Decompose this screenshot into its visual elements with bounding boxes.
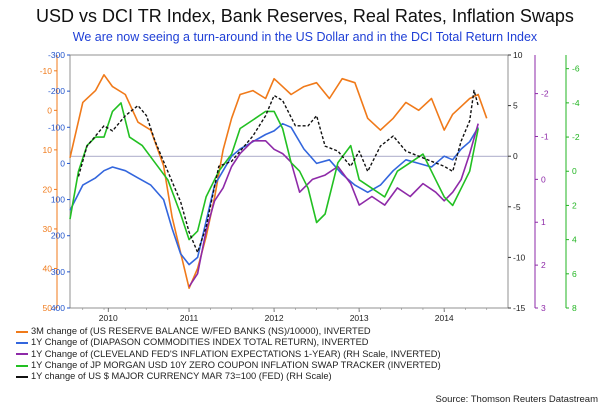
black-axis-label: -15	[513, 303, 526, 313]
legend: 3M change of (US RESERVE BALANCE W/FED B…	[16, 326, 476, 382]
orange-axis-label: -10	[40, 66, 53, 76]
series-purple-inflation-exp	[188, 123, 479, 288]
legend-swatch	[16, 364, 28, 367]
x-tick-label: 2014	[435, 313, 454, 323]
legend-swatch	[16, 375, 28, 378]
green-axis-label: 6	[572, 269, 577, 279]
green-axis-label: 4	[572, 235, 577, 245]
orange-axis-label: 10	[43, 145, 53, 155]
orange-axis-label: 40	[43, 263, 53, 273]
blue-axis-label: -100	[48, 122, 65, 132]
blue-axis-label: 200	[51, 231, 65, 241]
purple-axis-label: -1	[541, 131, 549, 141]
legend-swatch	[16, 341, 28, 344]
purple-axis-label: 2	[541, 260, 546, 270]
x-tick-label: 2010	[99, 313, 118, 323]
legend-label: 1Y change of US $ MAJOR CURRENCY MAR 73=…	[31, 371, 332, 382]
chart-subtitle: We are now seeing a turn-around in the U…	[72, 30, 538, 44]
green-axis-label: 2	[572, 200, 577, 210]
legend-swatch	[16, 330, 28, 333]
orange-axis-label: 0	[47, 105, 52, 115]
legend-item: 1Y Change of (CLEVELAND FED'S INFLATION …	[16, 349, 476, 360]
orange-axis-label: 30	[43, 224, 53, 234]
purple-axis-label: 3	[541, 303, 546, 313]
green-axis-label: -4	[572, 98, 580, 108]
blue-axis-label: -300	[48, 50, 65, 60]
green-axis-label: 8	[572, 303, 577, 313]
black-axis-label: -10	[513, 252, 526, 262]
purple-axis-label: -2	[541, 89, 549, 99]
green-axis-label: -6	[572, 64, 580, 74]
legend-label: 1Y Change of JP MORGAN USD 10Y ZERO COUP…	[31, 359, 441, 370]
blue-axis-label: 300	[51, 267, 65, 277]
legend-swatch	[16, 353, 28, 356]
purple-axis-label: 0	[541, 174, 546, 184]
blue-axis-label: 400	[51, 303, 65, 313]
plot-frame	[69, 54, 509, 309]
legend-item: 1Y change of US $ MAJOR CURRENCY MAR 73=…	[16, 371, 476, 382]
series-black-usd	[77, 89, 479, 253]
black-axis-label: 0	[513, 151, 518, 161]
legend-label: 3M change of (US RESERVE BALANCE W/FED B…	[31, 326, 371, 336]
series-green-inflation-swap	[69, 102, 479, 241]
orange-axis-label: 50	[43, 303, 53, 313]
x-tick-label: 2013	[350, 313, 369, 323]
purple-axis-label: 1	[541, 217, 546, 227]
series-blue-dci	[69, 122, 479, 266]
blue-axis-label: 0	[60, 158, 65, 168]
source-note: Source: Thomson Reuters Datastream	[435, 394, 598, 405]
black-axis-label: -5	[513, 202, 521, 212]
legend-item: 1Y Change of JP MORGAN USD 10Y ZERO COUP…	[16, 360, 476, 371]
x-tick-label: 2012	[265, 313, 284, 323]
legend-label: 1Y Change of (DIAPASON COMMODITIES INDEX…	[31, 337, 369, 348]
green-axis-label: 0	[572, 166, 577, 176]
blue-axis-label: 100	[51, 195, 65, 205]
legend-item: 3M change of (US RESERVE BALANCE W/FED B…	[16, 326, 476, 337]
blue-axis-label: -200	[48, 86, 65, 96]
black-axis-label: 5	[513, 101, 518, 111]
black-axis-label: 10	[513, 50, 523, 60]
series-orange-reserves	[69, 74, 488, 289]
legend-label: 1Y Change of (CLEVELAND FED'S INFLATION …	[31, 348, 441, 359]
green-axis-label: -2	[572, 132, 580, 142]
orange-axis-label: 20	[43, 184, 53, 194]
legend-item: 1Y Change of (DIAPASON COMMODITIES INDEX…	[16, 337, 476, 348]
chart-title: USD vs DCI TR Index, Bank Reserves, Real…	[36, 6, 574, 26]
x-tick-label: 2011	[180, 313, 199, 323]
